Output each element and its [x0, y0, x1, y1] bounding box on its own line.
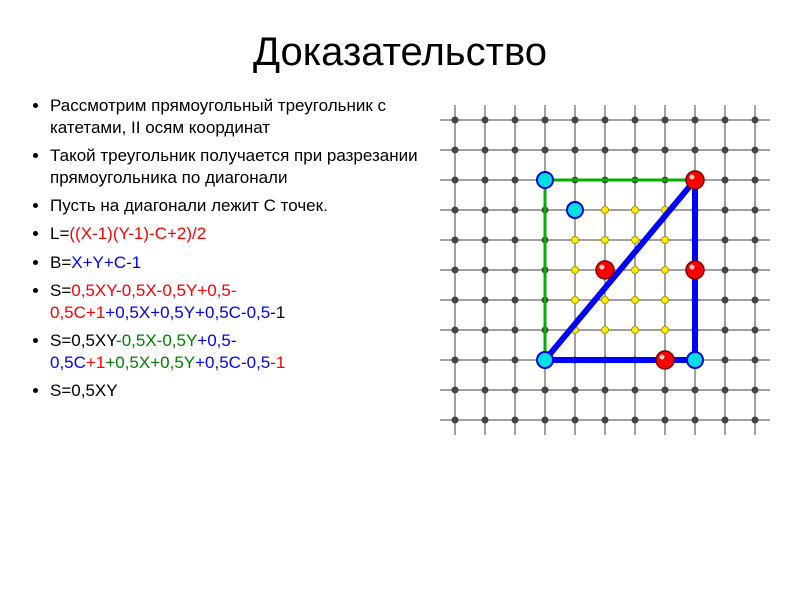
- formula-S3: S=0,5XY: [50, 380, 430, 402]
- content-row: Рассмотрим прямоугольный треугольник с к…: [30, 95, 770, 435]
- bullet-list: Рассмотрим прямоугольный треугольник с к…: [30, 95, 440, 408]
- bullet-item: Пусть на диагонали лежит C точек.: [50, 195, 430, 217]
- formula-B: B=X+Y+C-1: [50, 252, 430, 274]
- lattice-diagram: [440, 105, 770, 435]
- formula-S1: S=0,5XY-0,5X-0,5Y+0,5-0,5C+1+0,5X+0,5Y+0…: [50, 280, 430, 324]
- page-title: Доказательство: [30, 30, 770, 75]
- formula-L: L=((X-1)(Y-1)-C+2)/2: [50, 223, 430, 245]
- bullet-item: Рассмотрим прямоугольный треугольник с к…: [50, 95, 430, 139]
- formula-S2: S=0,5XY-0,5X-0,5Y+0,5-0,5C+1+0,5X+0,5Y+0…: [50, 330, 430, 374]
- slide: Доказательство Рассмотрим прямоугольный …: [0, 0, 800, 600]
- bullet-item: Такой треугольник получается при разреза…: [50, 145, 430, 189]
